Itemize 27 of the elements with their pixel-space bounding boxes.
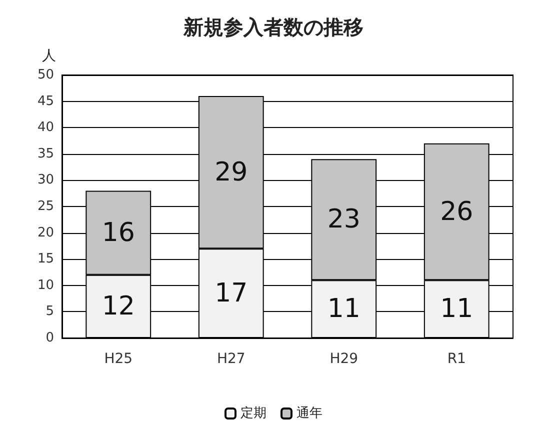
y-tick-label: 45 [37, 94, 54, 109]
data-label: 17 [214, 278, 248, 308]
y-tick-label: 5 [46, 304, 54, 320]
y-tick-label: 30 [37, 172, 54, 188]
data-label: 29 [214, 157, 248, 188]
data-label: 26 [440, 196, 474, 227]
data-label: 12 [102, 291, 135, 322]
data-label: 11 [327, 294, 360, 324]
legend-label: 定期 [240, 406, 266, 421]
x-tick-label: H27 [216, 351, 246, 367]
y-tick-label: 20 [37, 225, 54, 240]
x-tick-label: H25 [104, 351, 133, 367]
chart-title: 新規参入者数の推移 [182, 15, 364, 39]
x-tick-label: R1 [447, 351, 466, 367]
y-tick-label: 0 [46, 330, 54, 346]
y-axis-title: 人 [42, 48, 56, 64]
y-tick-label: 40 [37, 120, 54, 136]
y-tick-label: 25 [37, 199, 54, 214]
data-label: 11 [440, 294, 474, 324]
data-label: 23 [327, 204, 360, 235]
legend-label: 通年 [296, 406, 322, 421]
y-tick-label: 50 [37, 68, 54, 82]
y-tick-label: 35 [37, 146, 54, 162]
y-tick-label: 15 [37, 252, 54, 267]
x-tick-label: H29 [330, 351, 358, 367]
data-label: 16 [102, 218, 135, 248]
y-tick-label: 10 [37, 278, 54, 293]
